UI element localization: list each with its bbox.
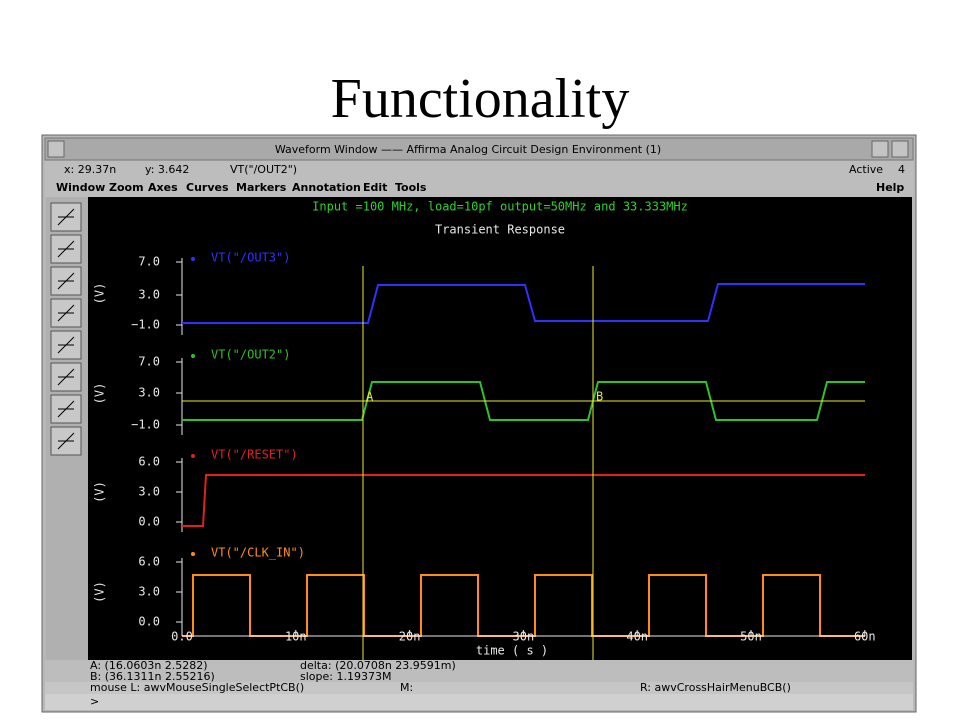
tool-icon (57, 272, 75, 290)
tool-icon (57, 368, 75, 386)
cursor-a: A: (16.0603n 2.5282) (90, 659, 208, 672)
strip-label: VT("/RESET") (211, 448, 298, 462)
menu-help[interactable]: Help (876, 181, 904, 194)
menu-item[interactable]: Curves (186, 181, 229, 194)
tool-icon (57, 208, 75, 226)
strip-marker (191, 552, 195, 556)
x-tick-label: 30n (513, 630, 535, 644)
x-tick-label: 40n (626, 630, 648, 644)
cursor-delta: delta: (20.0708n 23.9591m) (300, 659, 456, 672)
y-tick-label: −1.0 (131, 318, 160, 332)
menu-item[interactable]: Annotation (292, 181, 361, 194)
tool-icon (57, 400, 75, 418)
cursor-label: A (366, 390, 374, 404)
status-signal: VT("/OUT2") (230, 163, 297, 176)
waveform (182, 474, 865, 527)
plot-area (88, 197, 912, 660)
strip-unit: (V) (93, 383, 107, 405)
x-axis-label: time ( s ) (476, 644, 548, 658)
mouse-bar (45, 682, 913, 694)
prompt: > (90, 695, 99, 708)
menu-bar (45, 179, 913, 197)
y-tick-label: 3.0 (138, 288, 160, 302)
tool-icon (57, 432, 75, 450)
y-tick-label: 3.0 (138, 585, 160, 599)
y-tick-label: 6.0 (138, 455, 160, 469)
status-mode: Active (849, 163, 883, 176)
menu-item[interactable]: Edit (363, 181, 387, 194)
tool-icon (57, 240, 75, 258)
y-tick-label: −1.0 (131, 418, 160, 432)
menu-item[interactable]: Tools (395, 181, 427, 194)
status-y: y: 3.642 (145, 163, 189, 176)
minimize-button[interactable] (871, 140, 889, 158)
window-title: Waveform Window —— Affirma Analog Circui… (275, 143, 661, 156)
tool-icon (57, 304, 75, 322)
menu-item[interactable]: Window (56, 181, 105, 194)
waveform (182, 283, 865, 324)
strip-unit: (V) (93, 481, 107, 503)
strip-label: VT("/CLK_IN") (211, 546, 305, 560)
strip-marker (191, 354, 195, 358)
mouse-right: R: awvCrossHairMenuBCB() (640, 681, 791, 694)
slide-title: Functionality (331, 68, 630, 130)
strip-marker (191, 257, 195, 261)
window-menu-button[interactable] (47, 140, 65, 158)
cursor-label: B (596, 390, 603, 404)
x-tick-label: 20n (399, 630, 421, 644)
plot-subtitle: Input =100 MHz, load=10pf output=50MHz a… (312, 200, 688, 214)
strip-unit: (V) (93, 283, 107, 305)
y-tick-label: 0.0 (138, 615, 160, 629)
y-tick-label: 7.0 (138, 255, 160, 269)
cursor-b: B: (36.1311n 2.55216) (90, 670, 215, 683)
strip-marker (191, 454, 195, 458)
menu-item[interactable]: Zoom (109, 181, 144, 194)
y-tick-label: 7.0 (138, 355, 160, 369)
tool-icon (57, 336, 75, 354)
x-tick-label: 10n (285, 630, 307, 644)
mouse-middle: M: (400, 681, 413, 694)
title-bar (44, 137, 914, 161)
x-tick-label: 50n (740, 630, 762, 644)
status-bar (45, 161, 913, 179)
status-x: x: 29.37n (64, 163, 116, 176)
mouse-left: mouse L: awvMouseSingleSelectPtCB() (90, 681, 304, 694)
command-line[interactable] (45, 694, 913, 710)
y-tick-label: 3.0 (138, 386, 160, 400)
cursor-slope: slope: 1.19373M (300, 670, 391, 683)
y-tick-label: 0.0 (138, 515, 160, 529)
maximize-button[interactable] (891, 140, 909, 158)
x-tick-label: 0.0 (171, 630, 193, 644)
x-tick-label: 60n (854, 630, 876, 644)
strip-label: VT("/OUT3") (211, 251, 290, 265)
status-count: 4 (898, 163, 905, 176)
plot-title: Transient Response (435, 223, 565, 237)
strip-label: VT("/OUT2") (211, 348, 290, 362)
strip-unit: (V) (93, 581, 107, 603)
menu-item[interactable]: Axes (148, 181, 178, 194)
y-tick-label: 3.0 (138, 485, 160, 499)
y-tick-label: 6.0 (138, 555, 160, 569)
menu-item[interactable]: Markers (236, 181, 287, 194)
